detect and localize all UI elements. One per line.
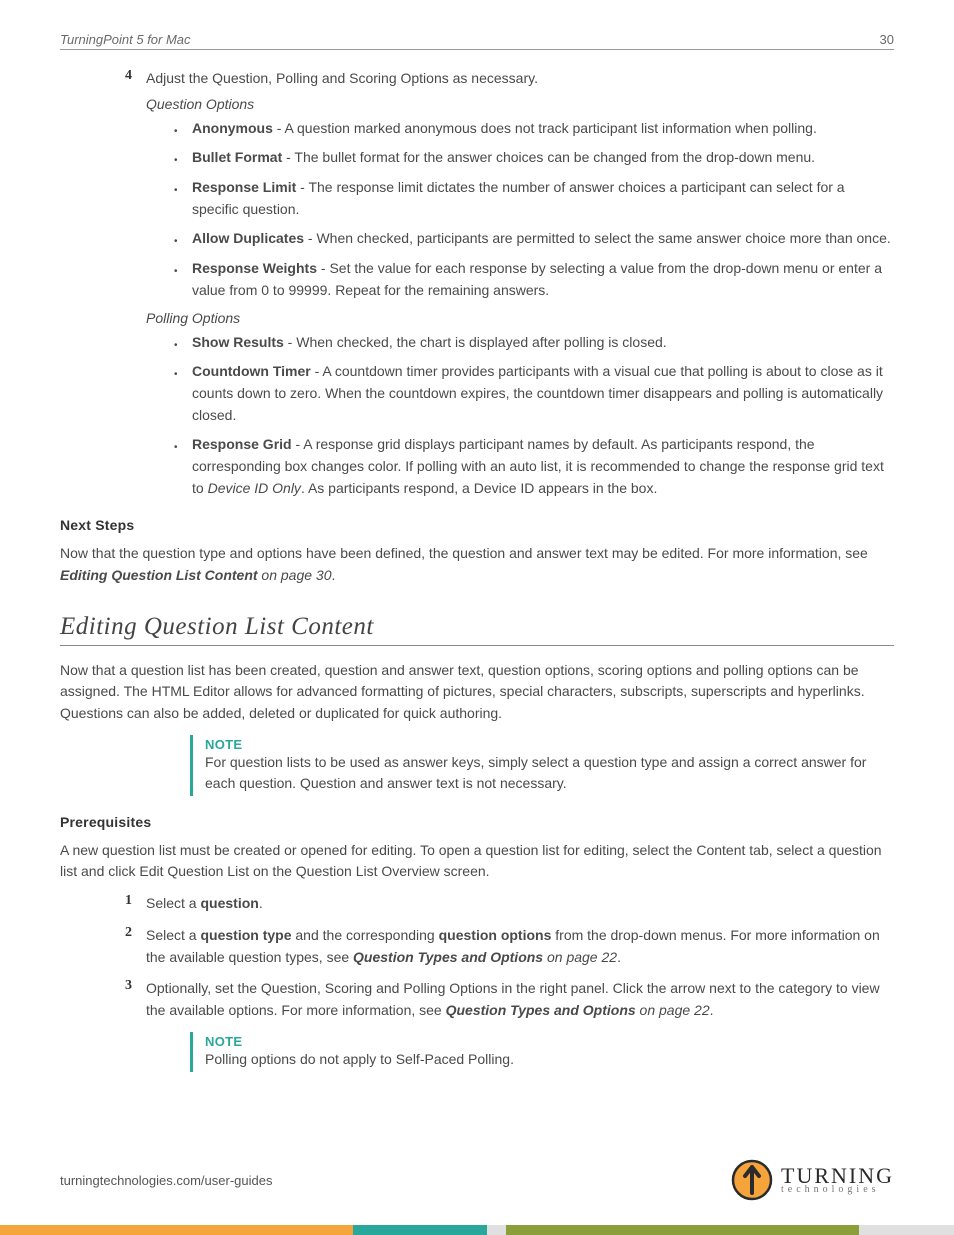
next-steps-body: Now that the question type and options h… bbox=[60, 543, 894, 586]
step-intro: Adjust the Question, Polling and Scoring… bbox=[146, 68, 894, 90]
page-number: 30 bbox=[880, 32, 894, 47]
doc-title: TurningPoint 5 for Mac bbox=[60, 32, 191, 47]
term: Response Limit bbox=[192, 179, 296, 195]
text: Now that the question type and options h… bbox=[60, 545, 868, 561]
step-number: 2 bbox=[60, 925, 132, 968]
list-item: Response Grid - A response grid displays… bbox=[174, 434, 894, 499]
desc: - When checked, the chart is displayed a… bbox=[284, 334, 667, 350]
step-number: 3 bbox=[60, 978, 132, 1021]
desc: - A question marked anonymous does not t… bbox=[273, 120, 817, 136]
topic-intro: Now that a question list has been create… bbox=[60, 660, 894, 725]
logo-subbrand: technologies bbox=[781, 1185, 894, 1194]
note-callout: NOTE For question lists to be used as an… bbox=[190, 735, 894, 796]
list-item: Show Results - When checked, the chart i… bbox=[174, 332, 894, 354]
question-options-list: Anonymous - A question marked anonymous … bbox=[174, 118, 894, 302]
step-number: 1 bbox=[60, 893, 132, 915]
list-item: Anonymous - A question marked anonymous … bbox=[174, 118, 894, 140]
term: Response Weights bbox=[192, 260, 317, 276]
step-4: 4 Adjust the Question, Polling and Scori… bbox=[60, 68, 894, 90]
page: TurningPoint 5 for Mac 30 4 Adjust the Q… bbox=[0, 0, 954, 1235]
desc: - The bullet format for the answer choic… bbox=[282, 149, 815, 165]
question-options-heading: Question Options bbox=[146, 96, 894, 112]
term: Allow Duplicates bbox=[192, 230, 304, 246]
next-steps-heading: Next Steps bbox=[60, 517, 894, 533]
list-item: Response Limit - The response limit dict… bbox=[174, 177, 894, 220]
term: Anonymous bbox=[192, 120, 273, 136]
logo-text: TURNING technologies bbox=[781, 1166, 894, 1195]
note-label: NOTE bbox=[205, 1034, 894, 1049]
note-label: NOTE bbox=[205, 737, 894, 752]
note-text: For question lists to be used as answer … bbox=[205, 752, 894, 794]
topic-title: Editing Question List Content bbox=[60, 613, 894, 646]
footer-url[interactable]: turningtechnologies.com/user-guides bbox=[60, 1173, 272, 1188]
brand-logo: TURNING technologies bbox=[731, 1159, 894, 1201]
step-text: Select a question type and the correspon… bbox=[146, 925, 894, 968]
desc-post: . As participants respond, a Device ID a… bbox=[301, 480, 657, 496]
term: Bullet Format bbox=[192, 149, 282, 165]
list-item: Allow Duplicates - When checked, partici… bbox=[174, 228, 894, 250]
polling-options-heading: Polling Options bbox=[146, 310, 894, 326]
xref-link[interactable]: Question Types and Options bbox=[353, 949, 543, 965]
step-item: 1 Select a question. bbox=[60, 893, 894, 915]
note-callout: NOTE Polling options do not apply to Sel… bbox=[190, 1032, 894, 1072]
step-number: 4 bbox=[60, 68, 132, 90]
prerequisites-heading: Prerequisites bbox=[60, 814, 894, 830]
running-header: TurningPoint 5 for Mac 30 bbox=[60, 32, 894, 50]
term: Show Results bbox=[192, 334, 284, 350]
logo-brand: TURNING bbox=[781, 1166, 894, 1186]
list-item: Bullet Format - The bullet format for th… bbox=[174, 147, 894, 169]
desc-em: Device ID Only bbox=[208, 480, 301, 496]
prerequisites-body: A new question list must be created or o… bbox=[60, 840, 894, 883]
step-text: Select a question. bbox=[146, 893, 894, 915]
list-item: Response Weights - Set the value for eac… bbox=[174, 258, 894, 301]
period: . bbox=[332, 567, 336, 583]
footer-stripe bbox=[0, 1225, 954, 1235]
step-text: Optionally, set the Question, Scoring an… bbox=[146, 978, 894, 1021]
steps-list: 1 Select a question. 2 Select a question… bbox=[60, 893, 894, 1021]
xref-link[interactable]: Question Types and Options bbox=[446, 1002, 636, 1018]
step-item: 2 Select a question type and the corresp… bbox=[60, 925, 894, 968]
term: Countdown Timer bbox=[192, 363, 311, 379]
page-footer: turningtechnologies.com/user-guides TURN… bbox=[60, 1159, 894, 1201]
note-text: Polling options do not apply to Self-Pac… bbox=[205, 1049, 894, 1070]
polling-options-list: Show Results - When checked, the chart i… bbox=[174, 332, 894, 500]
list-item: Countdown Timer - A countdown timer prov… bbox=[174, 361, 894, 426]
desc: - When checked, participants are permitt… bbox=[304, 230, 891, 246]
turning-logo-icon bbox=[731, 1159, 773, 1201]
step-item: 3 Optionally, set the Question, Scoring … bbox=[60, 978, 894, 1021]
xref-tail: on page 30 bbox=[258, 567, 332, 583]
xref-link[interactable]: Editing Question List Content bbox=[60, 567, 258, 583]
term: Response Grid bbox=[192, 436, 292, 452]
